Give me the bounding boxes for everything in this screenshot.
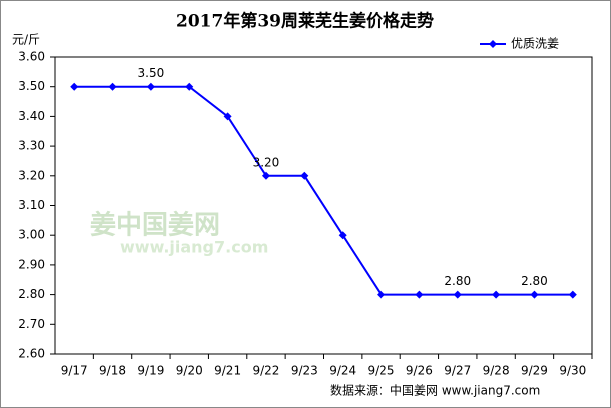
line: [74, 85, 573, 296]
x-tick-label: 9/21: [214, 364, 241, 378]
marker: [492, 290, 501, 299]
x-tick-label: 9/28: [483, 364, 510, 378]
marker: [338, 231, 347, 240]
y-tick-label: 2.80: [18, 287, 45, 301]
source: 数据来源：中国姜网 www.jiang7.com: [330, 383, 540, 398]
marker: [453, 290, 462, 299]
marker: [415, 290, 424, 299]
y-tick-label: 3.40: [18, 109, 45, 123]
y-tick-label: 2.90: [18, 257, 45, 271]
marker: [261, 171, 270, 180]
x-tick-label: 9/23: [291, 364, 318, 378]
x-tick-label: 9/30: [559, 364, 586, 378]
y-tick-label: 3.00: [18, 228, 45, 242]
marker: [146, 82, 155, 91]
x-tick-label: 9/29: [521, 364, 548, 378]
x-tick-label: 9/17: [61, 364, 88, 378]
marker: [108, 82, 117, 91]
y-tick-label: 3.30: [18, 139, 45, 153]
y-tick-label: 3.20: [18, 168, 45, 182]
y-tick-label: 3.60: [18, 50, 45, 64]
y-tick-label: 3.50: [18, 79, 45, 93]
x-tick-label: 9/22: [252, 364, 279, 378]
marker: [300, 171, 309, 180]
y-tick-label: 2.60: [18, 347, 45, 361]
data-label: 2.80: [521, 274, 548, 288]
y-tick-label: 3.10: [18, 198, 45, 212]
x-tick-label: 9/18: [99, 364, 126, 378]
x-tick-label: 9/26: [406, 364, 433, 378]
x-tick-label: 9/24: [329, 364, 356, 378]
marker: [377, 290, 386, 299]
data-label: 3.50: [138, 66, 165, 80]
legend-marker: [489, 40, 497, 48]
x-tick-label: 9/19: [137, 364, 164, 378]
y-unit: 元/斤: [12, 33, 40, 47]
x-tick-label: 9/27: [444, 364, 471, 378]
x-tick-label: 9/25: [368, 364, 395, 378]
watermark-url: www.jiang7.com: [120, 238, 268, 257]
chart-title: 2017年第39周莱芜生姜价格走势: [176, 11, 434, 32]
data-label: 3.20: [253, 155, 280, 169]
marker: [530, 290, 539, 299]
marker: [568, 290, 577, 299]
watermark: 姜中国姜网: [90, 210, 220, 241]
legend-label: 优质洗姜: [511, 37, 559, 51]
marker: [185, 82, 194, 91]
marker: [223, 112, 232, 121]
marker: [70, 82, 79, 91]
y-tick-label: 2.70: [18, 317, 45, 331]
x-tick-label: 9/20: [176, 364, 203, 378]
data-label: 2.80: [444, 274, 471, 288]
